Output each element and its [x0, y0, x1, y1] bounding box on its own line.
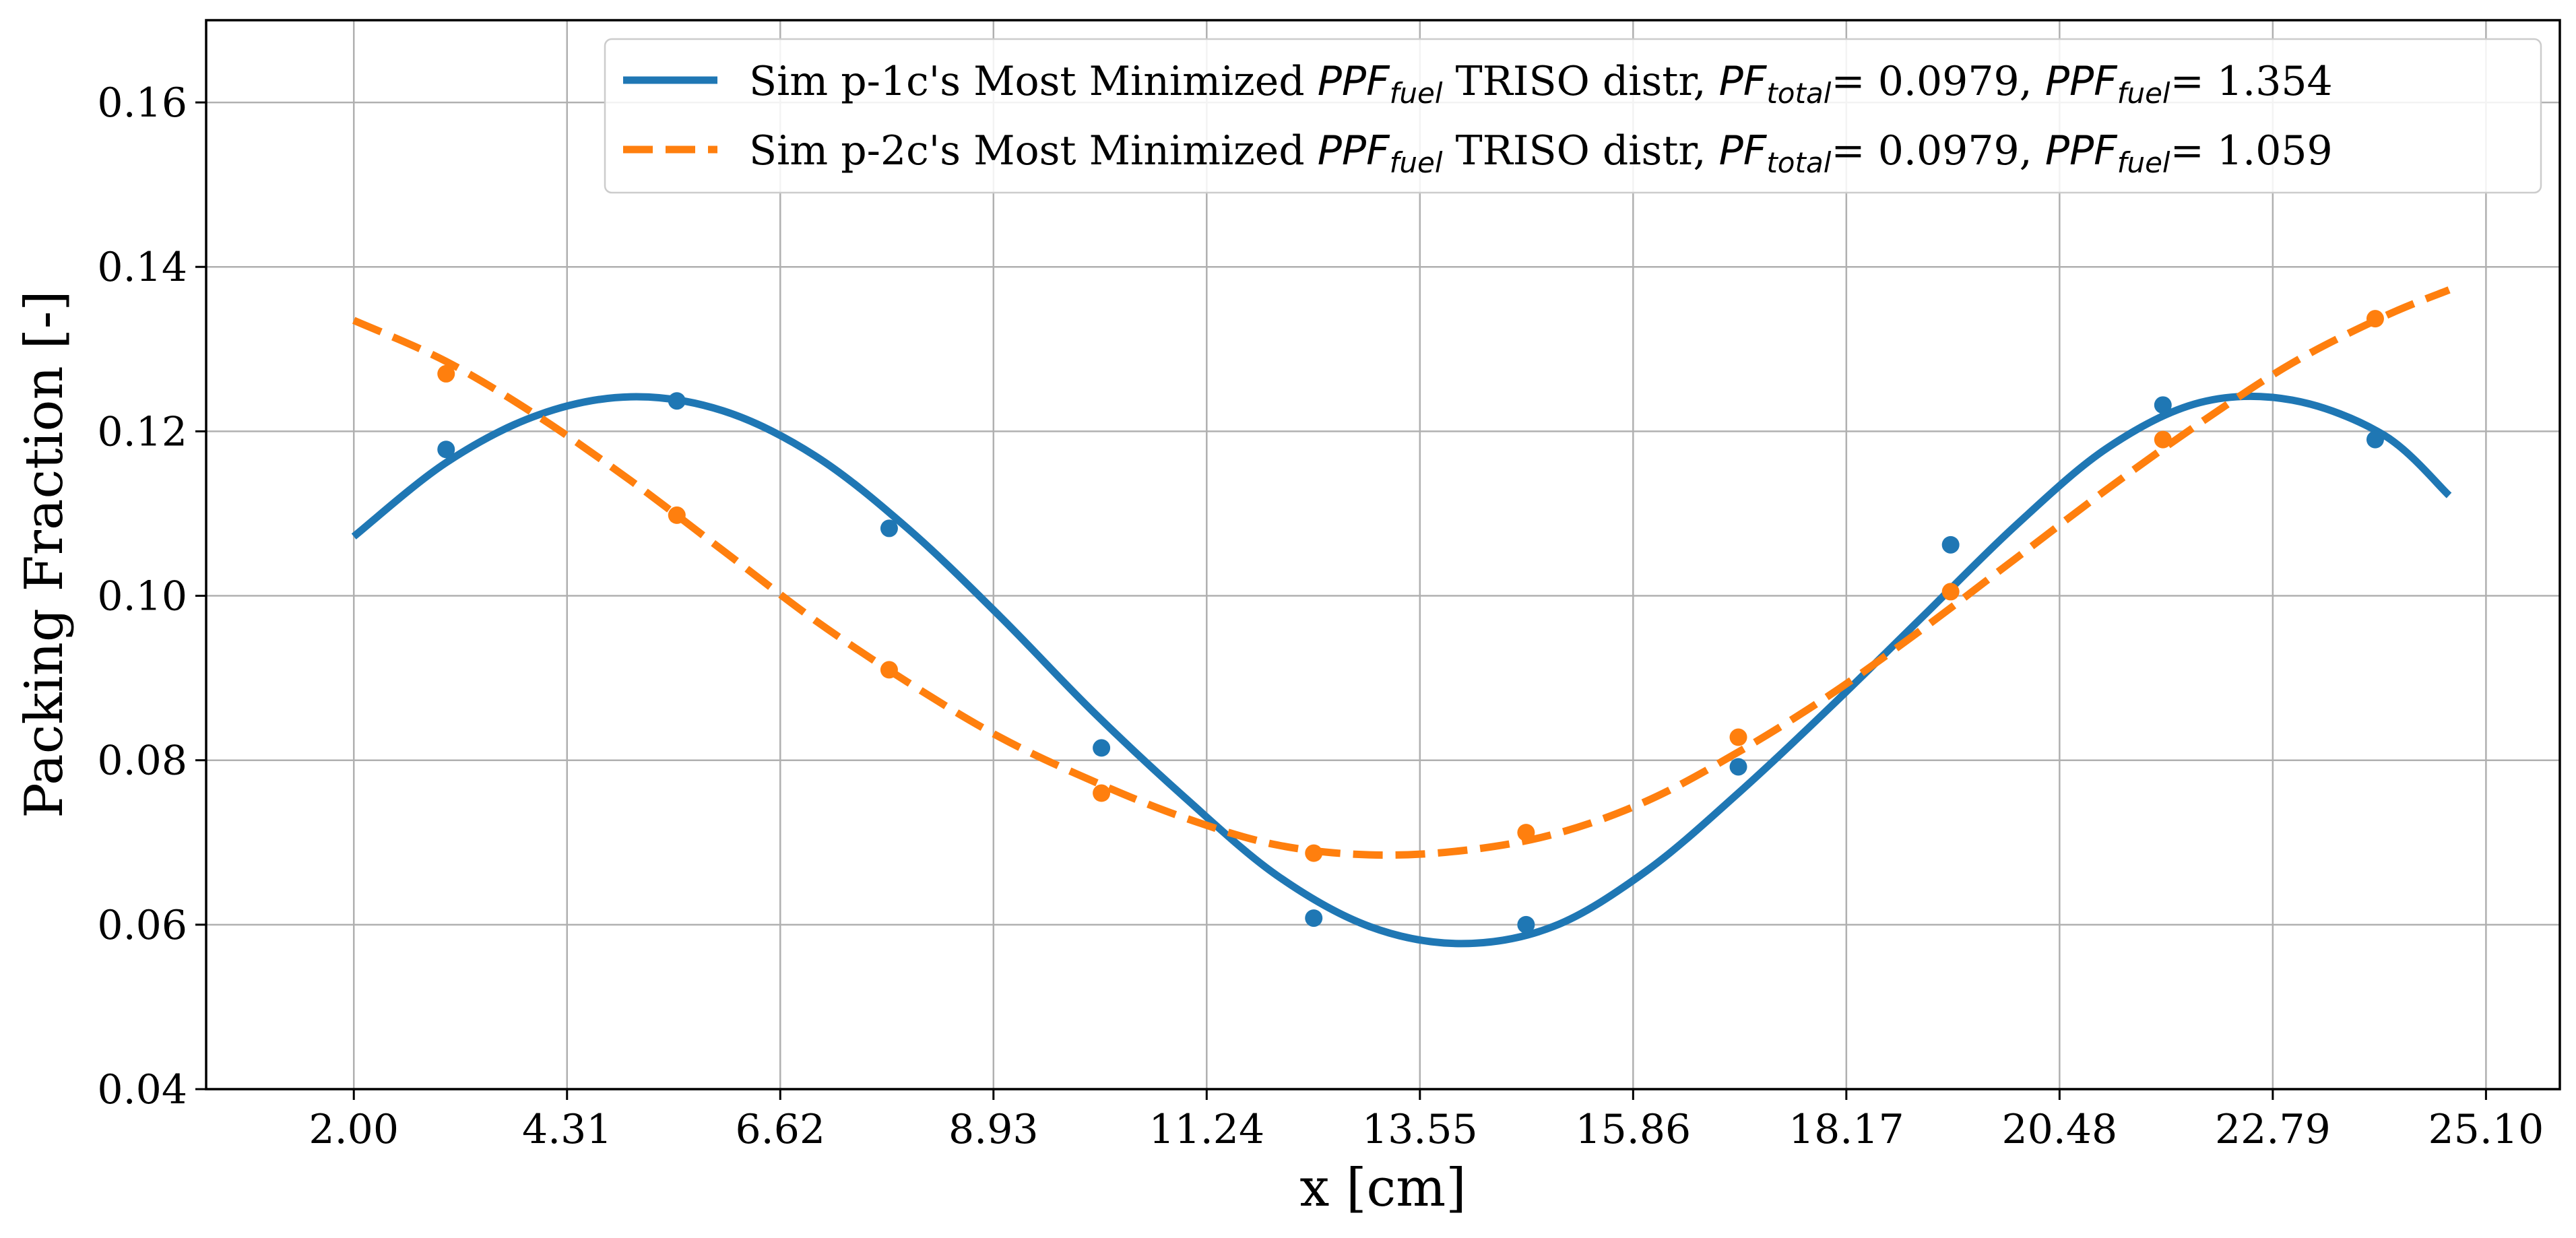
plot-frame — [205, 19, 2561, 1090]
series-1-point — [1729, 758, 1747, 776]
series-1-point — [668, 392, 686, 410]
legend-text-part: fuel — [2117, 77, 2170, 110]
x-tick-label: 25.10 — [2428, 1106, 2544, 1153]
legend-text-part: = 1.059 — [2170, 127, 2333, 174]
x-axis-ticks: 2.00 4.31 6.62 8.93 11.24 13.55 15.86 18.17 20.4… — [309, 1089, 2544, 1153]
x-tick-label: 13.55 — [1362, 1106, 1478, 1153]
legend-text-part: PPF — [2045, 58, 2118, 105]
x-tick-label: 22.79 — [2215, 1106, 2331, 1153]
legend-text-part: Sim p-2c's Most Minimized — [749, 127, 1318, 174]
legend-text-part: Sim p-1c's Most Minimized — [749, 58, 1318, 105]
series-2-point — [880, 661, 898, 679]
series-1-point — [2154, 396, 2172, 414]
series-1-point — [1093, 739, 1111, 757]
x-tick-label: 20.48 — [2001, 1106, 2117, 1153]
x-tick-label: 18.17 — [1789, 1106, 1904, 1153]
legend-text-part: PPF — [1318, 58, 1390, 105]
x-tick-label: 6.62 — [735, 1106, 825, 1153]
series-2-point — [437, 364, 455, 383]
legend-text-part: PF — [1719, 58, 1768, 105]
y-tick-label: 0.12 — [97, 408, 187, 455]
series-1-point — [1517, 915, 1535, 934]
y-tick-label: 0.04 — [97, 1066, 187, 1113]
y-tick-label: 0.16 — [97, 79, 187, 127]
legend-label-2: Sim p-2c's Most Minimized PPFfuel TRISO … — [749, 127, 2333, 179]
legend-label-1: Sim p-1c's Most Minimized PPFfuel TRISO … — [749, 58, 2333, 110]
series-2-point — [1941, 583, 1960, 601]
x-tick-label: 11.24 — [1149, 1106, 1264, 1153]
legend: Sim p-1c's Most Minimized PPFfuel TRISO … — [604, 38, 2542, 194]
series-2-point — [1093, 784, 1111, 802]
series-2-line — [352, 286, 2451, 859]
series-1-point — [2366, 430, 2384, 449]
legend-text-part: fuel — [1390, 146, 1443, 179]
legend-text-part: total — [1766, 77, 1831, 110]
series-1 — [351, 392, 2452, 948]
legend-text-part: TRISO distr, — [1443, 127, 1719, 174]
series-layer — [351, 286, 2452, 948]
y-tick-label: 0.06 — [97, 902, 187, 949]
legend-box — [604, 38, 2542, 194]
legend-text-part: = 0.0979, — [1831, 127, 2044, 174]
x-tick-label: 8.93 — [948, 1106, 1039, 1153]
series-2-point — [1729, 728, 1747, 746]
x-tick-label: 4.31 — [522, 1106, 612, 1153]
x-tick-label: 15.86 — [1575, 1106, 1691, 1153]
legend-text-part: = 0.0979, — [1831, 58, 2044, 105]
legend-text-part: PPF — [2045, 127, 2118, 174]
series-2 — [352, 286, 2451, 862]
series-1-point — [437, 441, 455, 459]
y-axis-title: Packing Fraction [-] — [14, 290, 75, 818]
series-1-point — [1305, 909, 1323, 927]
legend-text-part: total — [1766, 146, 1831, 179]
series-1-point — [880, 519, 898, 537]
series-1-line — [351, 392, 2452, 948]
legend-text-part: = 1.354 — [2170, 58, 2333, 105]
legend-text-part: PF — [1719, 127, 1768, 174]
y-tick-label: 0.10 — [97, 573, 187, 620]
series-2-point — [2366, 310, 2384, 328]
series-2-point — [668, 506, 686, 524]
legend-text-part: TRISO distr, — [1443, 58, 1719, 105]
y-tick-label: 0.14 — [97, 244, 187, 291]
series-2-point — [2154, 430, 2172, 449]
series-2-point — [1517, 824, 1535, 842]
legend-text-part: fuel — [2117, 146, 2170, 179]
legend-text-part: fuel — [1390, 77, 1443, 110]
y-tick-label: 0.08 — [97, 738, 187, 785]
x-axis-title: x [cm] — [1299, 1158, 1466, 1218]
series-2-point — [1305, 844, 1323, 862]
x-tick-label: 2.00 — [309, 1106, 399, 1153]
legend-text-part: PPF — [1318, 127, 1390, 174]
series-1-point — [1941, 535, 1960, 554]
y-axis-ticks: 0.04 0.06 0.08 0.10 0.12 0.14 0.16 — [97, 79, 206, 1113]
